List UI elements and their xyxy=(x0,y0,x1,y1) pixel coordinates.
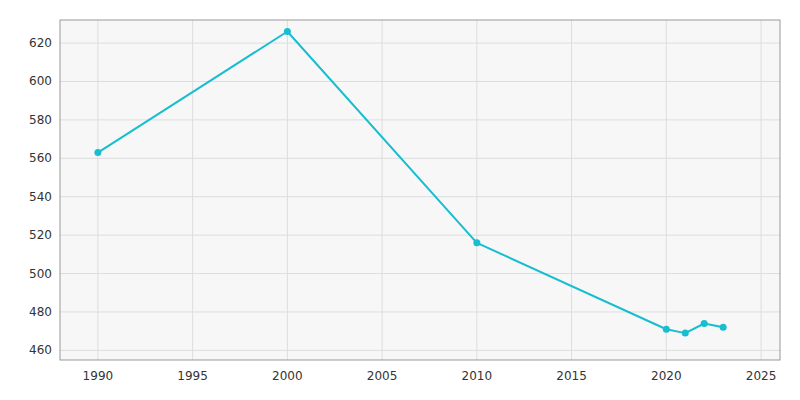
x-grid-line xyxy=(666,20,667,360)
y-grid-line xyxy=(60,43,780,44)
x-tick-label: 2020 xyxy=(651,369,682,383)
y-tick-label: 620 xyxy=(29,36,52,50)
marker xyxy=(720,324,727,331)
y-grid-line xyxy=(60,311,780,312)
plot-area xyxy=(60,20,780,360)
y-grid-line xyxy=(60,196,780,197)
y-grid-line xyxy=(60,158,780,159)
x-tick-label: 2010 xyxy=(462,369,493,383)
x-grid-line xyxy=(571,20,572,360)
x-grid-line xyxy=(761,20,762,360)
y-tick-label: 560 xyxy=(29,151,52,165)
grid xyxy=(60,20,780,360)
y-grid-line xyxy=(60,81,780,82)
x-tick-label: 1990 xyxy=(83,369,114,383)
y-tick-label: 600 xyxy=(29,74,52,88)
y-tick-label: 580 xyxy=(29,113,52,127)
chart: 1990 1995 2000 2005 2010 2015 2020 2025 460 480 50… xyxy=(0,0,800,400)
x-tick-label: 2015 xyxy=(556,369,587,383)
chart-container: 1990 1995 2000 2005 2010 2015 2020 2025 460 480 50… xyxy=(0,0,800,400)
x-tick-label: 2000 xyxy=(272,369,303,383)
y-grid-line xyxy=(60,273,780,274)
plot-frame xyxy=(60,20,780,360)
marker xyxy=(284,28,291,35)
x-grid-line xyxy=(192,20,193,360)
marker xyxy=(663,326,670,333)
x-grid-line xyxy=(287,20,288,360)
marker xyxy=(473,239,480,246)
y-grid-line xyxy=(60,235,780,236)
y-grid-line xyxy=(60,119,780,120)
y-tick-label: 480 xyxy=(29,305,52,319)
marker xyxy=(94,149,101,156)
y-tick-label: 460 xyxy=(29,343,52,357)
x-grid-line xyxy=(97,20,98,360)
y-tick-label: 540 xyxy=(29,190,52,204)
marker xyxy=(701,320,708,327)
x-tick-label: 1995 xyxy=(177,369,208,383)
series xyxy=(94,28,726,337)
marker xyxy=(682,330,689,337)
x-grid-line xyxy=(382,20,383,360)
line xyxy=(98,32,723,334)
tick-labels: 1990 1995 2000 2005 2010 2015 2020 2025 460 480 50… xyxy=(29,36,776,383)
x-tick-label: 2005 xyxy=(367,369,398,383)
y-tick-label: 520 xyxy=(29,228,52,242)
x-grid-line xyxy=(476,20,477,360)
x-tick-label: 2025 xyxy=(746,369,777,383)
y-grid-line xyxy=(60,350,780,351)
y-tick-label: 500 xyxy=(29,267,52,281)
